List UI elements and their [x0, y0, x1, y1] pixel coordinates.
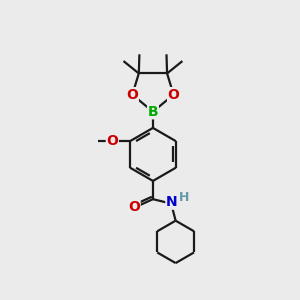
Text: O: O [168, 88, 179, 102]
Text: O: O [106, 134, 118, 148]
Text: O: O [126, 88, 138, 102]
Text: N: N [166, 195, 178, 209]
Text: O: O [128, 200, 140, 214]
Text: H: H [179, 191, 189, 204]
Text: B: B [148, 105, 158, 119]
